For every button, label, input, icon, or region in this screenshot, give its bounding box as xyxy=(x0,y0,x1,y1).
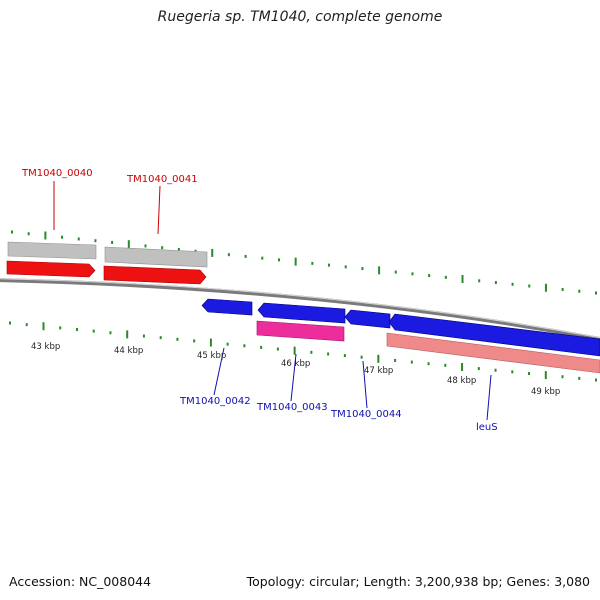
kbp-label-44: 44 kbp xyxy=(114,346,143,356)
cds-arrow-tm1040-0041[interactable] xyxy=(103,265,207,285)
gene-bar-tm1040-0041[interactable] xyxy=(104,246,208,268)
leader-line-tm1040-0043 xyxy=(290,353,297,402)
gene-label-leus[interactable]: leuS xyxy=(476,422,498,433)
genome-backbone-highlight xyxy=(0,278,600,339)
kbp-label-49: 49 kbp xyxy=(531,387,560,397)
cds-arrow-tm1040-0044[interactable] xyxy=(344,309,391,329)
gene-bar-tm1040-0040[interactable] xyxy=(7,241,97,260)
genome-summary-text: Topology: circular; Length: 3,200,938 bp… xyxy=(246,574,590,589)
cds-arrow-tm1040-0040[interactable] xyxy=(6,260,96,278)
leader-line-tm1040-0042 xyxy=(213,347,225,396)
gene-bar-leus[interactable] xyxy=(386,332,600,374)
kbp-label-43: 43 kbp xyxy=(31,342,60,352)
inner-tick-row xyxy=(9,321,597,382)
forward-gene-bars xyxy=(7,241,208,268)
forward-cds-arrows xyxy=(6,260,207,285)
gene-label-tm1040-0044[interactable]: TM1040_0044 xyxy=(330,409,402,420)
cds-arrow-leus[interactable] xyxy=(388,313,600,357)
leader-line-leus xyxy=(486,374,492,421)
kbp-label-48: 48 kbp xyxy=(447,376,476,386)
kbp-label-45: 45 kbp xyxy=(197,351,226,361)
genome-backbone xyxy=(0,278,600,342)
label-leader-lines xyxy=(53,181,492,421)
outer-tick-row xyxy=(11,230,597,295)
gene-label-tm1040-0043[interactable]: TM1040_0043 xyxy=(256,402,328,413)
kbp-label-46: 46 kbp xyxy=(281,359,310,369)
cds-arrow-tm1040-0042[interactable] xyxy=(201,298,253,316)
leader-line-tm1040-0041 xyxy=(157,185,161,235)
gene-label-tm1040-0041[interactable]: TM1040_0041 xyxy=(126,174,198,185)
kbp-label-47: 47 kbp xyxy=(364,366,393,376)
gene-label-tm1040-0040[interactable]: TM1040_0040 xyxy=(21,168,93,179)
reverse-gene-bars xyxy=(256,320,600,374)
reverse-cds-arrows xyxy=(201,298,600,357)
accession-text: Accession: NC_008044 xyxy=(9,574,152,589)
gene-label-tm1040-0042[interactable]: TM1040_0042 xyxy=(179,396,251,407)
map-title: Ruegeria sp. TM1040, complete genome xyxy=(157,9,443,25)
gene-bar-tm1040-0043[interactable] xyxy=(256,320,345,342)
cds-arrow-tm1040-0043[interactable] xyxy=(257,302,346,324)
leader-line-tm1040-0044 xyxy=(362,360,368,409)
